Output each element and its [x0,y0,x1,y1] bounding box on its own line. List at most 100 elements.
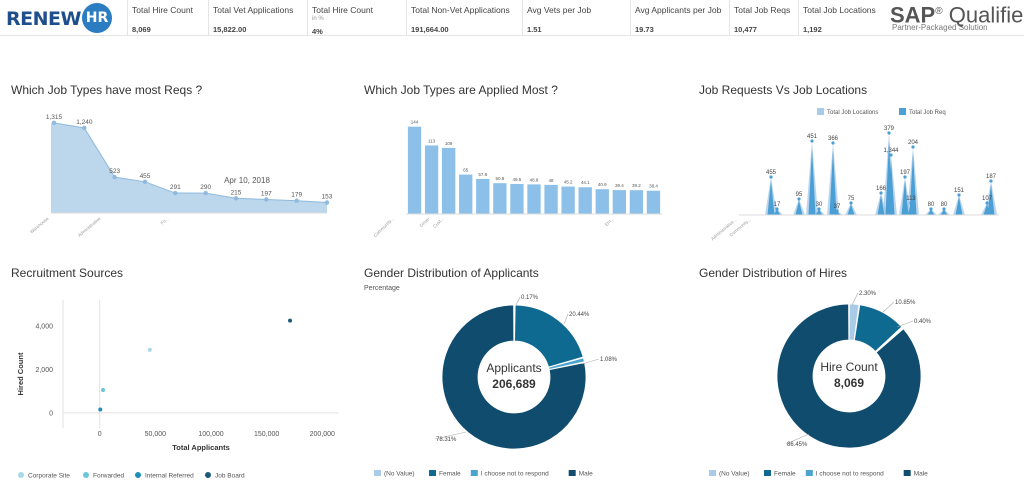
legend-swatch[interactable] [709,470,716,476]
chart-reqs-vs-locations[interactable]: Total Job Locations Total Job Req 455 17 95 4… [699,101,1014,241]
data-point[interactable] [203,190,208,196]
bar[interactable] [459,174,473,214]
kpi-avg-vets-per-job[interactable]: Avg Vets per Job 1.51 [522,0,630,36]
bar[interactable] [578,187,592,214]
data-point[interactable] [989,179,993,183]
data-point[interactable] [835,209,839,213]
donut-center-label: Applicants [486,361,541,375]
data-label: 151 [954,188,965,194]
chart-gender-applicants[interactable]: Applicants 206,689 0.17% 20.44% 1.08% 78.31% (… [364,282,679,496]
legend-label[interactable]: I choose not to respond [481,471,549,478]
bar[interactable] [646,190,661,214]
kpi-total-non-vet-applications[interactable]: Total Non-Vet Applications 191,664.00 [406,0,522,36]
data-point[interactable] [810,139,814,143]
chart-job-types-reqs[interactable]: 1,315 1,240 523 455 291 290 215 197 179 153 Apr 10… [11,101,341,238]
chart-recruitment-sources[interactable]: 0 2,000 4,000 0 50,000 100,000 150,000 200,000 T… [11,282,346,496]
donut-slice[interactable] [548,357,585,370]
data-point[interactable] [797,197,801,201]
scatter-point[interactable] [101,388,106,393]
data-point[interactable] [889,153,893,157]
legend-label[interactable]: Corporate Site [28,473,70,480]
bar[interactable] [407,126,422,214]
data-point[interactable] [817,207,821,211]
donut-slice[interactable] [441,304,587,450]
kpi-total-job-locations[interactable]: Total Job Locations 1,192 [798,0,886,36]
legend-swatch[interactable] [470,470,478,476]
scatter-point[interactable] [288,318,293,323]
scatter-point[interactable] [147,347,152,352]
bar[interactable] [595,189,609,214]
data-point[interactable] [879,191,883,195]
legend-label[interactable]: Job Board [215,473,245,480]
legend-swatch[interactable] [899,108,906,115]
bar[interactable] [629,190,644,214]
bar[interactable] [442,147,456,214]
legend-marker[interactable] [83,472,89,478]
data-point[interactable] [324,200,330,205]
bar[interactable] [527,184,541,214]
data-point[interactable] [929,207,933,211]
data-point[interactable] [82,125,87,131]
donut-slice[interactable] [514,304,584,368]
legend-label[interactable]: I choose not to respond [816,471,884,478]
chart-gender-hires[interactable]: Hire Count 8,069 2.30% 10.85% 0.40% 86.45% (No… [699,282,1019,496]
legend-marker[interactable] [18,472,24,478]
legend-swatch[interactable] [429,470,436,476]
data-point[interactable] [264,197,269,202]
data-point[interactable] [173,190,178,196]
donut-slice[interactable] [875,326,904,353]
bar[interactable] [612,190,626,214]
legend-marker[interactable] [135,472,141,478]
data-point[interactable] [903,175,907,179]
kpi-avg-applicants-per-job[interactable]: Avg Applicants per Job 19.73 [630,0,729,36]
legend-label[interactable]: (No Value) [384,471,415,478]
legend-swatch[interactable] [764,470,771,476]
legend-label[interactable]: Female [439,471,461,478]
data-point[interactable] [849,201,853,205]
legend-label[interactable]: Forwarded [93,473,124,480]
sap-badge-subtitle: Partner-Packaged Solution [892,23,988,32]
legend-swatch[interactable] [374,470,381,476]
kpi-total-vet-applications[interactable]: Total Vet Applications 15,822.00 [208,0,307,36]
data-point[interactable] [112,174,117,180]
data-point[interactable] [942,207,946,211]
kpi-total-hire-count-percent[interactable]: Total Hire Count in % 4% [307,0,406,36]
kpi-total-job-reqs[interactable]: Total Job Reqs 10,477 [729,0,798,36]
legend-swatch[interactable] [805,470,813,476]
kpi-total-hire-count[interactable]: Total Hire Count 8,069 [127,0,208,36]
legend-swatch[interactable] [817,108,824,115]
data-point[interactable] [775,207,779,211]
data-point[interactable] [985,201,989,205]
legend-label[interactable]: Internal Referred [145,473,194,480]
bar[interactable] [510,183,524,214]
legend-swatch[interactable] [903,470,911,476]
data-point[interactable] [831,141,835,145]
legend-label[interactable]: Male [579,471,593,478]
data-point[interactable] [957,193,961,197]
donut-slice[interactable] [853,304,903,353]
legend-swatch[interactable] [568,470,576,476]
chart-job-types-applied[interactable]: 144 113 109 65 57.8 50.8 49.5 48.8 48 45.2 44.1 40.… [364,101,674,238]
data-point[interactable] [294,198,299,203]
data-point[interactable] [769,175,773,179]
legend-marker[interactable] [205,472,211,478]
data-point[interactable] [911,145,915,149]
data-point[interactable] [887,131,891,135]
legend-label[interactable]: (No Value) [719,471,750,478]
bar[interactable] [561,186,575,214]
data-point[interactable] [142,179,148,184]
legend-label[interactable]: Total Job Locations [827,110,878,116]
legend-label[interactable]: Female [774,471,796,478]
data-point[interactable] [51,120,57,126]
renewhr-logo[interactable]: RENEW HR [6,3,118,33]
bar[interactable] [476,178,490,214]
bar[interactable] [424,145,439,214]
data-point[interactable] [233,196,239,201]
legend-label[interactable]: Total Job Req [909,110,946,116]
data-point[interactable] [909,201,913,205]
bar[interactable] [544,184,558,214]
donut-slice[interactable] [776,303,922,449]
legend-label[interactable]: Male [914,471,928,478]
scatter-point[interactable] [98,407,103,412]
bar[interactable] [493,183,507,214]
